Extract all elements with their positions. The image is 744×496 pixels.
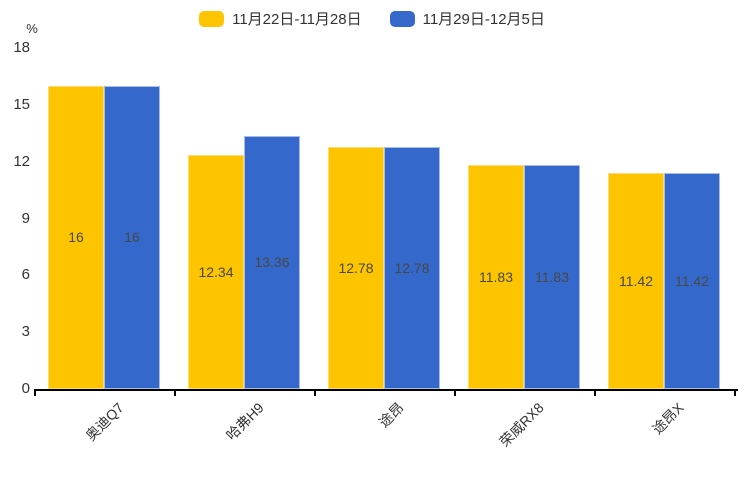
bar-value-label: 16 [68, 229, 84, 246]
bar-series2-奥迪Q7[interactable]: 16 [104, 85, 160, 389]
bar-series2-荣威RX8[interactable]: 11.83 [524, 164, 580, 389]
legend-swatch-week2-icon [389, 10, 415, 27]
bar-value-label: 12.78 [338, 259, 374, 276]
legend-item-week2[interactable]: 11月29日-12月5日 [389, 8, 545, 29]
x-axis-tick [314, 390, 316, 396]
bar-value-label: 11.83 [479, 268, 513, 285]
bar-value-label: 11.83 [535, 268, 569, 285]
x-axis-tick [174, 390, 176, 396]
legend-label-week1: 11月22日-11月28日 [232, 11, 362, 28]
y-axis-tick-label: 9 [21, 209, 30, 227]
bar-value-label: 11.42 [619, 272, 653, 289]
legend: 11月22日-11月28日 11月29日-12月5日 [0, 8, 744, 29]
y-axis-tick-label: 0 [21, 380, 30, 397]
y-axis-tick-label: 12 [13, 152, 30, 170]
bar-series1-哈弗H9[interactable]: 12.34 [188, 155, 244, 389]
y-axis-tick-label: 6 [21, 266, 30, 284]
x-axis-tick [454, 390, 456, 396]
bar-series1-奥迪Q7[interactable]: 16 [48, 85, 104, 389]
bar-series2-途昂[interactable]: 12.78 [384, 146, 440, 389]
x-axis-tick [34, 390, 36, 396]
bar-value-label: 11.42 [675, 272, 709, 289]
y-axis-tick-label: 15 [13, 95, 30, 113]
x-axis-line [34, 389, 738, 391]
y-axis-tick-label: 3 [21, 323, 30, 341]
x-axis-category-label: 途昂 [375, 399, 407, 431]
x-axis-tick [734, 390, 736, 396]
bar-series1-荣威RX8[interactable]: 11.83 [468, 164, 524, 389]
bar-series2-哈弗H9[interactable]: 13.36 [244, 135, 300, 389]
x-axis-category-label: 荣威RX8 [496, 399, 547, 450]
x-axis-tick [594, 390, 596, 396]
x-axis-category-label: 途昂X [649, 399, 687, 438]
y-axis-unit-label: % [26, 21, 38, 36]
legend-swatch-week1-icon [199, 10, 225, 27]
x-axis-category-label: 奥迪Q7 [82, 399, 127, 444]
bar-series1-途昂X[interactable]: 11.42 [608, 172, 664, 389]
bar-series1-途昂[interactable]: 12.78 [328, 146, 384, 389]
legend-item-week1[interactable]: 11月22日-11月28日 [199, 8, 362, 29]
bar-value-label: 16 [124, 229, 140, 246]
bar-value-label: 12.78 [394, 259, 430, 276]
legend-label-week2: 11月29日-12月5日 [422, 11, 545, 28]
bar-value-label: 13.36 [254, 254, 290, 271]
y-axis-tick-label: 18 [13, 39, 30, 56]
bar-value-label: 12.34 [198, 264, 234, 281]
x-axis-category-label: 哈弗H9 [222, 399, 267, 444]
bar-series2-途昂X[interactable]: 11.42 [664, 172, 720, 389]
